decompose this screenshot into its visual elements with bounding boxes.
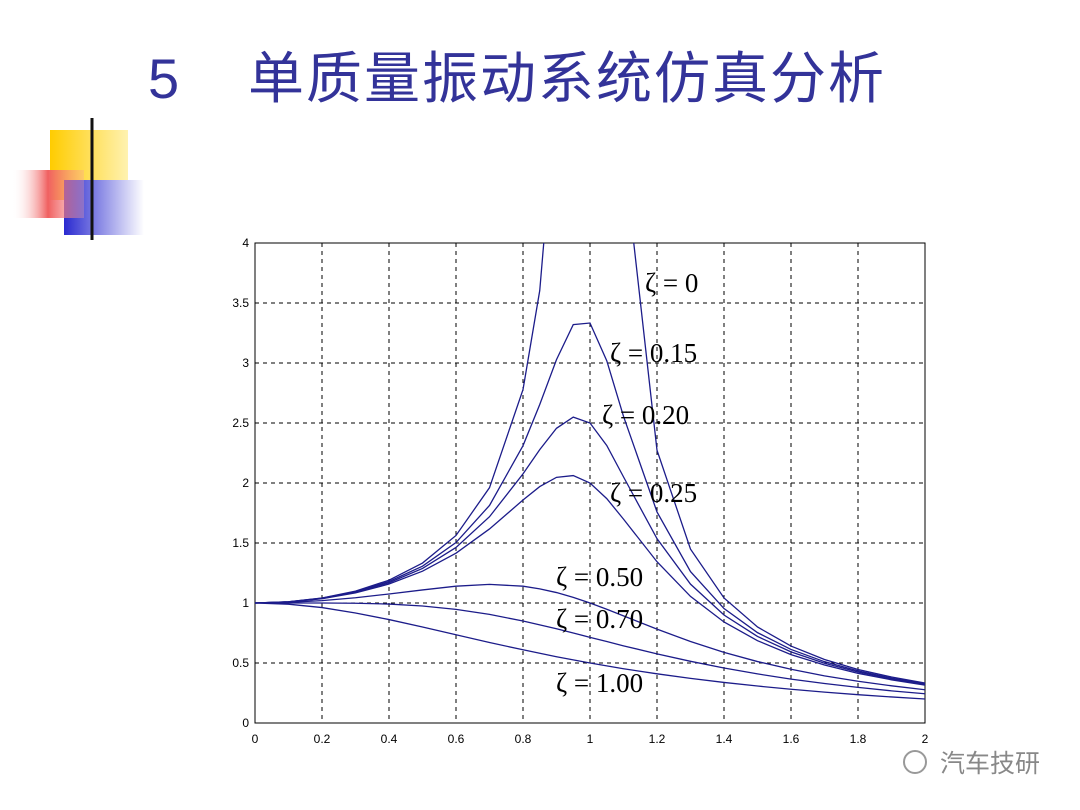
slide-number: 5: [148, 47, 179, 110]
y-tick-label: 0.5: [232, 656, 249, 670]
series-label: ζ = 0.25: [610, 478, 697, 508]
y-tick-label: 0: [242, 716, 249, 730]
watermark-icon: [903, 750, 927, 774]
series-label: ζ = 0: [645, 268, 698, 298]
y-tick-label: 1: [242, 596, 249, 610]
x-tick-label: 1.8: [850, 732, 867, 746]
y-tick-label: 2.5: [232, 416, 249, 430]
series-label: ζ = 0.20: [602, 400, 689, 430]
watermark: 汽车技研: [940, 750, 1040, 778]
series-label: ζ = 0.50: [556, 562, 643, 592]
curve: [255, 322, 925, 685]
x-tick-label: 0.6: [448, 732, 465, 746]
y-tick-label: 4: [242, 236, 249, 250]
y-tick-label: 1.5: [232, 536, 249, 550]
series-label: ζ = 1.00: [556, 668, 643, 698]
x-tick-label: 0.4: [381, 732, 398, 746]
x-tick-label: 1.4: [716, 732, 733, 746]
x-tick-label: 1.2: [649, 732, 666, 746]
curve: [255, 602, 925, 695]
series-label: ζ = 0.15: [610, 338, 697, 368]
x-tick-label: 0.2: [314, 732, 331, 746]
x-tick-label: 1.6: [783, 732, 800, 746]
curve: [255, 416, 925, 686]
curve: [255, 474, 925, 686]
curve: [255, 583, 925, 691]
x-tick-label: 0.8: [515, 732, 532, 746]
slide-title: 单质量振动系统仿真分析: [248, 47, 886, 110]
y-tick-label: 2: [242, 476, 249, 490]
series-label: ζ = 0.70: [556, 604, 643, 634]
curve: [255, 602, 925, 700]
x-tick-label: 2: [922, 732, 929, 746]
y-tick-label: 3: [242, 356, 249, 370]
x-tick-label: 1: [587, 732, 594, 746]
y-tick-label: 3.5: [232, 296, 249, 310]
x-tick-label: 0: [252, 732, 259, 746]
